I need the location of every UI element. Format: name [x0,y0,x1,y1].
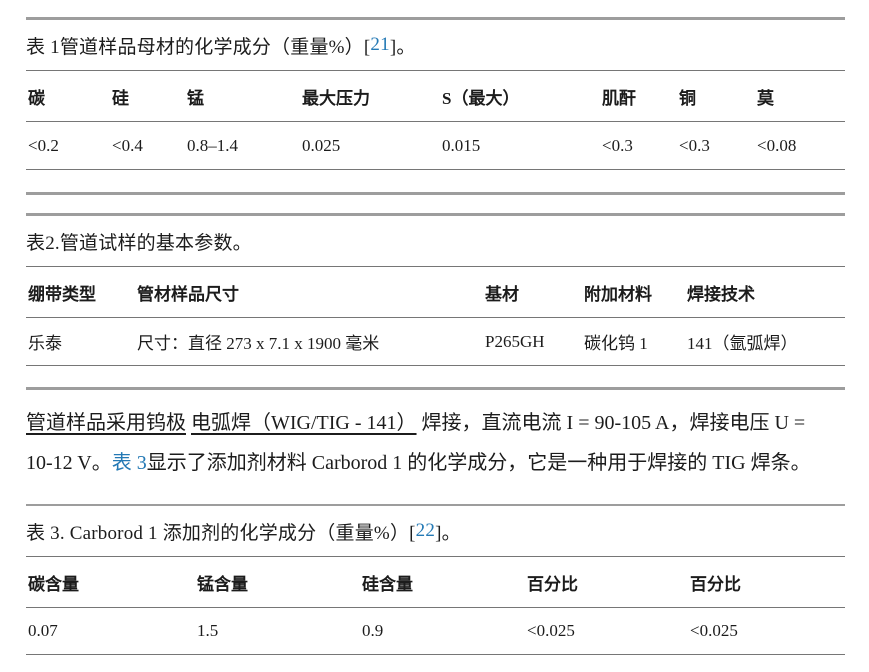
header-cell: 管材样品尺寸 [137,284,239,304]
paragraph-text: 显示了添加剂材料 Carborod 1 的化学成分，它是一种用于焊接的 TIG … [146,452,811,474]
header-cell: 莫 [757,88,774,108]
table2-bottom-rule [26,387,845,390]
data-cell: 0.07 [28,621,58,640]
table3-data-row: 0.07 1.5 0.9 <0.025 <0.025 [26,607,845,655]
table1-top-rule [26,17,845,20]
header-cell: 碳 [28,88,45,108]
data-cell: <0.3 [602,135,633,155]
reference-link-22[interactable]: 22 [415,520,436,541]
data-cell: <0.08 [757,135,797,155]
table2-data-row: 乐泰 尺寸：直径 273 x 7.1 x 1900 毫米 P265GH 碳化钨 … [26,317,845,366]
data-cell: 乐泰 [28,334,62,353]
data-cell: <0.2 [28,135,59,155]
table2-caption: 表2.管道试样的基本参数。 [26,232,252,254]
table1-block: 表 1管道样品母材的化学成分（重量%）[ 21 ]。 碳 硅 锰 最大压力 S（… [26,17,845,195]
table1-caption: 表 1管道样品母材的化学成分（重量%）[ 21 ]。 [26,20,845,70]
body-paragraph: 管道样品采用钨极 电弧焊（WIG/TIG - 141） 焊接，直流电流 I = … [26,390,845,504]
table3-block: 表 3. Carborod 1 添加剂的化学成分（重量%）[ 22 ]。 碳含量… [26,504,845,672]
block-gap [26,195,845,213]
data-cell: <0.025 [527,621,575,640]
table1-caption-suffix: ]。 [389,36,416,58]
data-cell: 碳化钨 1 [584,334,648,353]
table1-bottom-rule [26,192,845,195]
table2-block: 表2.管道试样的基本参数。 绷带类型 管材样品尺寸 基材 附加材料 焊接技术 乐… [26,213,845,390]
data-cell: 0.025 [302,135,341,155]
header-cell: S（最大） [442,88,520,108]
header-cell: 百分比 [527,574,578,594]
header-cell: 硅含量 [362,574,413,594]
data-cell: P265GH [485,331,545,351]
top-margin [26,0,845,17]
header-cell: 碳含量 [28,574,79,594]
table1-header-row: 碳 硅 锰 最大压力 S（最大） 肌酐 铜 莫 [26,70,845,121]
header-cell: 铜 [679,88,696,108]
table1-empty-row [26,170,845,192]
underlined-phrase: 管道样品采用钨极 [26,412,186,434]
table3-caption-suffix: ]。 [435,522,461,544]
data-cell: <0.025 [690,621,738,640]
header-cell: 最大压力 [302,88,370,108]
data-cell: <0.4 [112,135,143,155]
data-cell: 尺寸：直径 273 x 7.1 x 1900 毫米 [137,334,380,353]
data-cell: 0.8–1.4 [187,135,238,155]
data-cell: 0.015 [442,135,481,155]
header-cell: 绷带类型 [28,284,96,304]
table2-top-rule [26,213,845,216]
data-cell: 0.9 [362,621,384,640]
table3-top-rule [26,504,845,506]
table2-header-row: 绷带类型 管材样品尺寸 基材 附加材料 焊接技术 [26,266,845,317]
header-cell: 百分比 [690,574,741,594]
underlined-phrase: 电弧焊（WIG/TIG - 141） [191,412,417,434]
table3-empty-row [26,655,845,672]
reference-link-21[interactable]: 21 [370,34,390,55]
paragraph-text: 10-12 V。 [26,452,112,474]
table3-caption: 表 3. Carborod 1 添加剂的化学成分（重量%）[ 22 ]。 [26,506,845,556]
header-cell: 焊接技术 [687,284,755,304]
table1-data-row: <0.2 <0.4 0.8–1.4 0.025 0.015 <0.3 <0.3 … [26,121,845,170]
header-cell: 锰 [187,88,204,108]
table3-caption-text: 表 3. Carborod 1 添加剂的化学成分（重量%）[ [26,522,416,544]
table3-link[interactable]: 表 3 [111,452,147,474]
header-cell: 肌酐 [602,88,636,108]
data-cell: <0.3 [679,135,710,155]
data-cell: 141（氩弧焊） [687,334,798,353]
header-cell: 附加材料 [584,284,652,304]
table3-header-row: 碳含量 锰含量 硅含量 百分比 百分比 [26,556,845,607]
paragraph-text: 焊接，直流电流 I = 90-105 A，焊接电压 U = [416,412,806,434]
header-cell: 锰含量 [197,574,248,594]
header-cell: 硅 [112,88,129,108]
table1-caption-text: 表 1管道样品母材的化学成分（重量%）[ [26,36,371,58]
header-cell: 基材 [485,284,519,304]
data-cell: 1.5 [197,621,219,640]
table2-empty-row [26,366,845,387]
